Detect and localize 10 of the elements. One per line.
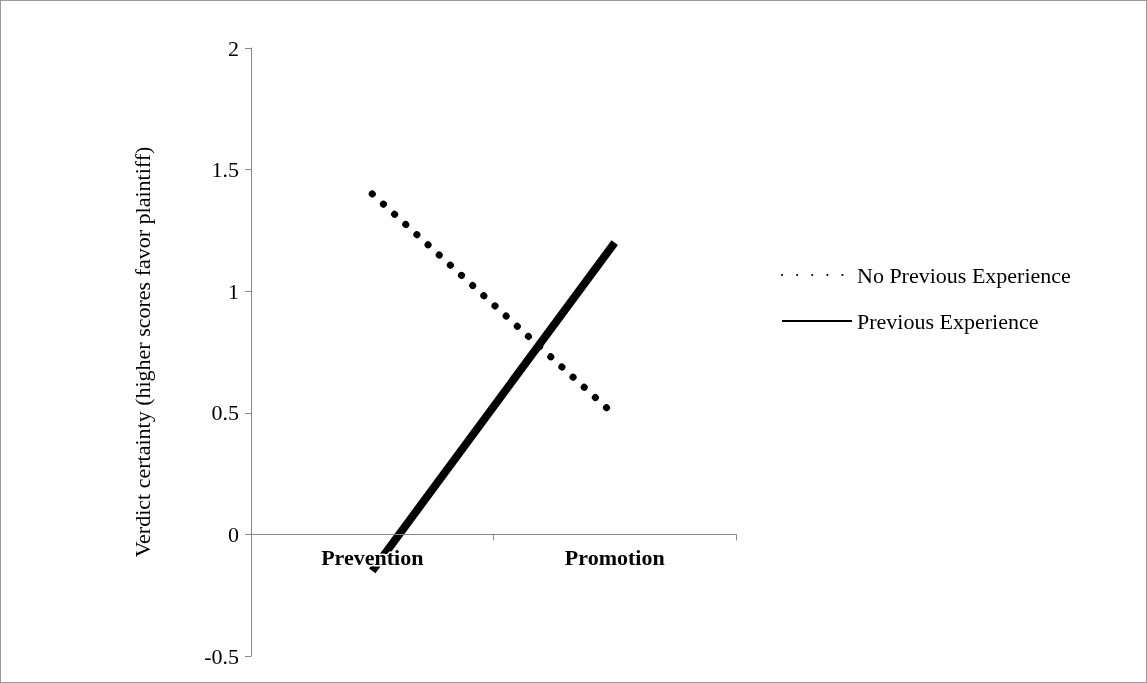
legend-label: Previous Experience (857, 308, 1039, 334)
y-tick-label: 1.5 (211, 157, 239, 183)
x-tick-label: Promotion (564, 544, 665, 570)
y-tick-label: -0.5 (204, 643, 239, 669)
y-tick-label: 0.5 (211, 400, 239, 426)
legend-label: No Previous Experience (857, 262, 1071, 288)
y-tick-label: 2 (228, 35, 239, 61)
y-axis-title: Verdict certainty (higher scores favor plaintiff) (129, 146, 155, 558)
y-tick-label: 1 (228, 278, 239, 304)
y-tick-label: 0 (228, 521, 239, 547)
